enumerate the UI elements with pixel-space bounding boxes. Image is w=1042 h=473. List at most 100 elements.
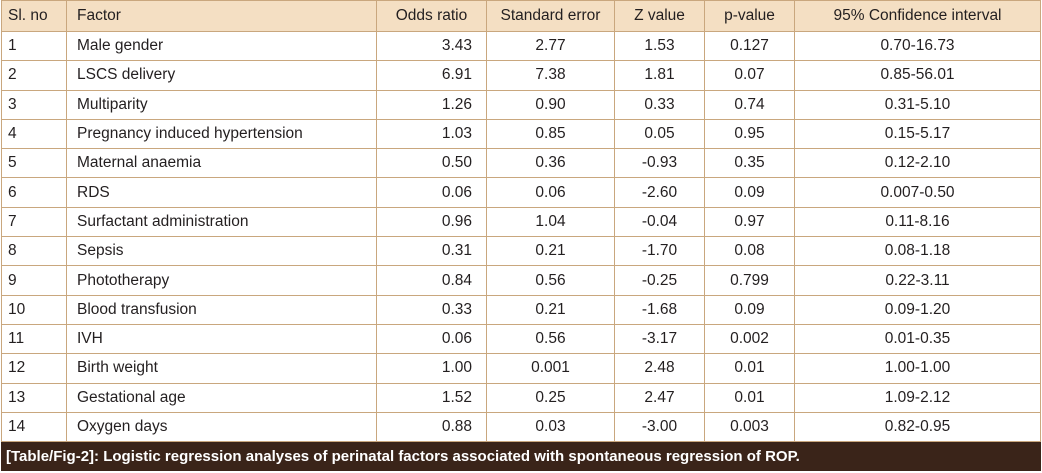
z-value-cell: -0.04	[614, 206, 705, 238]
confidence-interval-cell: 1.00-1.00	[794, 353, 1041, 384]
table-row: 13 Gestational age 1.52 0.25 2.47 0.01 1.09-2.…	[1, 382, 1041, 413]
odds-ratio-cell: 1.52	[376, 382, 487, 413]
sl-no-cell: 6	[1, 177, 67, 208]
factor-cell: Maternal anaemia	[66, 148, 377, 179]
confidence-interval-cell: 0.82-0.95	[794, 411, 1041, 443]
table-row: 9 Phototherapy 0.84 0.56 -0.25 0.799 0.22-3.11	[1, 265, 1041, 296]
confidence-interval-cell: 0.22-3.11	[794, 265, 1041, 296]
header-p-value: p-value	[704, 0, 795, 32]
odds-ratio-cell: 0.50	[376, 148, 487, 179]
odds-ratio-cell: 1.00	[376, 353, 487, 384]
factor-cell: Surfactant administration	[66, 206, 377, 238]
factor-cell: Male gender	[66, 30, 377, 62]
z-value-cell: 1.53	[614, 30, 705, 62]
table-row: 3 Multiparity 1.26 0.90 0.33 0.74 0.31-5.10	[1, 89, 1041, 120]
confidence-interval-cell: 0.12-2.10	[794, 148, 1041, 179]
p-value-cell: 0.97	[704, 206, 795, 238]
table-row: 2 LSCS delivery 6.91 7.38 1.81 0.07 0.85-56.01	[1, 60, 1041, 91]
z-value-cell: 1.81	[614, 60, 705, 91]
table-row: 14 Oxygen days 0.88 0.03 -3.00 0.003 0.82-0.95	[1, 411, 1041, 443]
p-value-cell: 0.799	[704, 265, 795, 296]
table-row: 6 RDS 0.06 0.06 -2.60 0.09 0.007-0.50	[1, 177, 1041, 208]
p-value-cell: 0.74	[704, 89, 795, 120]
standard-error-cell: 0.56	[486, 323, 615, 355]
header-row: Sl. no Factor Odds ratio Standard error …	[1, 0, 1041, 32]
standard-error-cell: 2.77	[486, 30, 615, 62]
factor-cell: Pregnancy induced hypertension	[66, 118, 377, 150]
z-value-cell: -0.93	[614, 148, 705, 179]
table-row: 10 Blood transfusion 0.33 0.21 -1.68 0.09 0.09…	[1, 294, 1041, 325]
standard-error-cell: 0.21	[486, 294, 615, 325]
factor-cell: Birth weight	[66, 353, 377, 384]
header-standard-error: Standard error	[486, 0, 615, 32]
p-value-cell: 0.08	[704, 236, 795, 267]
confidence-interval-cell: 0.31-5.10	[794, 89, 1041, 120]
standard-error-cell: 0.56	[486, 265, 615, 296]
sl-no-cell: 11	[1, 323, 67, 355]
standard-error-cell: 1.04	[486, 206, 615, 238]
table-row: 5 Maternal anaemia 0.50 0.36 -0.93 0.35 0.12-2…	[1, 148, 1041, 179]
header-sl-no: Sl. no	[1, 0, 67, 32]
confidence-interval-cell: 0.08-1.18	[794, 236, 1041, 267]
p-value-cell: 0.002	[704, 323, 795, 355]
z-value-cell: -1.70	[614, 236, 705, 267]
p-value-cell: 0.003	[704, 411, 795, 443]
table-row: 12 Birth weight 1.00 0.001 2.48 0.01 1.00-1.00	[1, 353, 1041, 384]
factor-cell: IVH	[66, 323, 377, 355]
p-value-cell: 0.07	[704, 60, 795, 91]
header-confidence-interval: 95% Confidence interval	[794, 0, 1041, 32]
odds-ratio-cell: 0.96	[376, 206, 487, 238]
z-value-cell: -3.17	[614, 323, 705, 355]
z-value-cell: 2.47	[614, 382, 705, 413]
z-value-cell: -1.68	[614, 294, 705, 325]
odds-ratio-cell: 3.43	[376, 30, 487, 62]
odds-ratio-cell: 0.33	[376, 294, 487, 325]
confidence-interval-cell: 0.09-1.20	[794, 294, 1041, 325]
standard-error-cell: 0.001	[486, 353, 615, 384]
table-row: 11 IVH 0.06 0.56 -3.17 0.002 0.01-0.35	[1, 323, 1041, 355]
confidence-interval-cell: 0.01-0.35	[794, 323, 1041, 355]
factor-cell: LSCS delivery	[66, 60, 377, 91]
odds-ratio-cell: 0.06	[376, 177, 487, 208]
confidence-interval-cell: 0.85-56.01	[794, 60, 1041, 91]
sl-no-cell: 5	[1, 148, 67, 179]
p-value-cell: 0.09	[704, 294, 795, 325]
standard-error-cell: 0.06	[486, 177, 615, 208]
odds-ratio-cell: 1.03	[376, 118, 487, 150]
p-value-cell: 0.35	[704, 148, 795, 179]
sl-no-cell: 13	[1, 382, 67, 413]
odds-ratio-cell: 6.91	[376, 60, 487, 91]
confidence-interval-cell: 0.15-5.17	[794, 118, 1041, 150]
p-value-cell: 0.01	[704, 353, 795, 384]
sl-no-cell: 3	[1, 89, 67, 120]
standard-error-cell: 0.36	[486, 148, 615, 179]
factor-cell: Blood transfusion	[66, 294, 377, 325]
odds-ratio-cell: 1.26	[376, 89, 487, 120]
standard-error-cell: 0.90	[486, 89, 615, 120]
header-odds-ratio: Odds ratio	[376, 0, 487, 32]
regression-table: Sl. no Factor Odds ratio Standard error …	[1, 0, 1041, 443]
table-row: 1 Male gender 3.43 2.77 1.53 0.127 0.70-16.73	[1, 30, 1041, 62]
table-row: 4 Pregnancy induced hypertension 1.03 0.85 0…	[1, 118, 1041, 150]
z-value-cell: 0.33	[614, 89, 705, 120]
confidence-interval-cell: 1.09-2.12	[794, 382, 1041, 413]
z-value-cell: 0.05	[614, 118, 705, 150]
sl-no-cell: 4	[1, 118, 67, 150]
factor-cell: Oxygen days	[66, 411, 377, 443]
odds-ratio-cell: 0.06	[376, 323, 487, 355]
confidence-interval-cell: 0.11-8.16	[794, 206, 1041, 238]
z-value-cell: 2.48	[614, 353, 705, 384]
sl-no-cell: 9	[1, 265, 67, 296]
standard-error-cell: 0.25	[486, 382, 615, 413]
sl-no-cell: 1	[1, 30, 67, 62]
table-row: 7 Surfactant administration 0.96 1.04 -0.04 0…	[1, 206, 1041, 238]
sl-no-cell: 14	[1, 411, 67, 443]
sl-no-cell: 10	[1, 294, 67, 325]
table-body: 1 Male gender 3.43 2.77 1.53 0.127 0.70-16.73 2…	[1, 30, 1041, 443]
odds-ratio-cell: 0.31	[376, 236, 487, 267]
figure-caption: [Table/Fig-2]: Logistic regression analy…	[1, 442, 1041, 472]
factor-cell: Phototherapy	[66, 265, 377, 296]
sl-no-cell: 12	[1, 353, 67, 384]
header-z-value: Z value	[614, 0, 705, 32]
p-value-cell: 0.95	[704, 118, 795, 150]
